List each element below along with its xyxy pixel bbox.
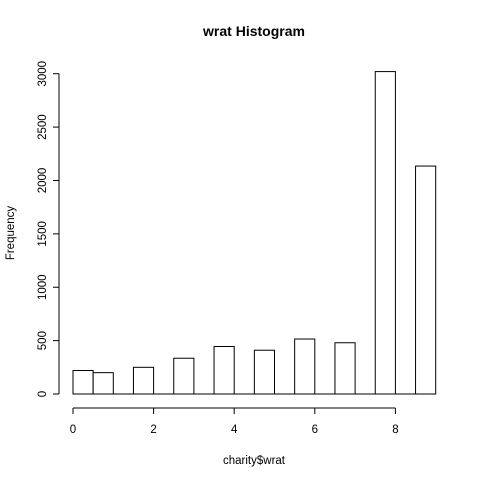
chart-title: wrat Histogram: [202, 23, 305, 39]
y-tick-label: 2500: [37, 114, 49, 140]
histogram-bar: [72, 370, 94, 395]
histogram-bar: [92, 372, 114, 395]
y-axis: 0 500 1000 1500 2000 2500 3000: [37, 61, 60, 397]
histogram-bar: [334, 342, 356, 395]
histogram-bar: [173, 357, 195, 395]
x-axis-label: charity$wrat: [223, 455, 286, 467]
y-tick-label: 2000: [37, 168, 49, 194]
x-axis: 0 2 4 6 8: [70, 407, 399, 436]
y-tick-label: 1000: [37, 274, 49, 300]
y-tick-label: 3000: [37, 61, 49, 87]
x-tick-label: 4: [231, 424, 238, 436]
histogram-bar: [415, 165, 437, 395]
x-tick-label: 8: [392, 424, 398, 436]
y-axis-label: Frequency: [5, 206, 17, 261]
histogram-bar: [374, 71, 396, 395]
histogram-bar: [132, 366, 155, 395]
histogram-bar: [253, 349, 276, 395]
x-tick-label: 0: [70, 424, 76, 436]
x-tick-label: 2: [150, 424, 156, 436]
y-tick-label: 1500: [37, 221, 49, 247]
x-tick-label: 6: [312, 424, 318, 436]
histogram-bar: [213, 345, 235, 395]
y-tick-label: 500: [37, 331, 49, 350]
histogram-bar: [294, 338, 316, 395]
y-tick-label: 0: [37, 391, 49, 397]
bars-group: [72, 71, 437, 395]
